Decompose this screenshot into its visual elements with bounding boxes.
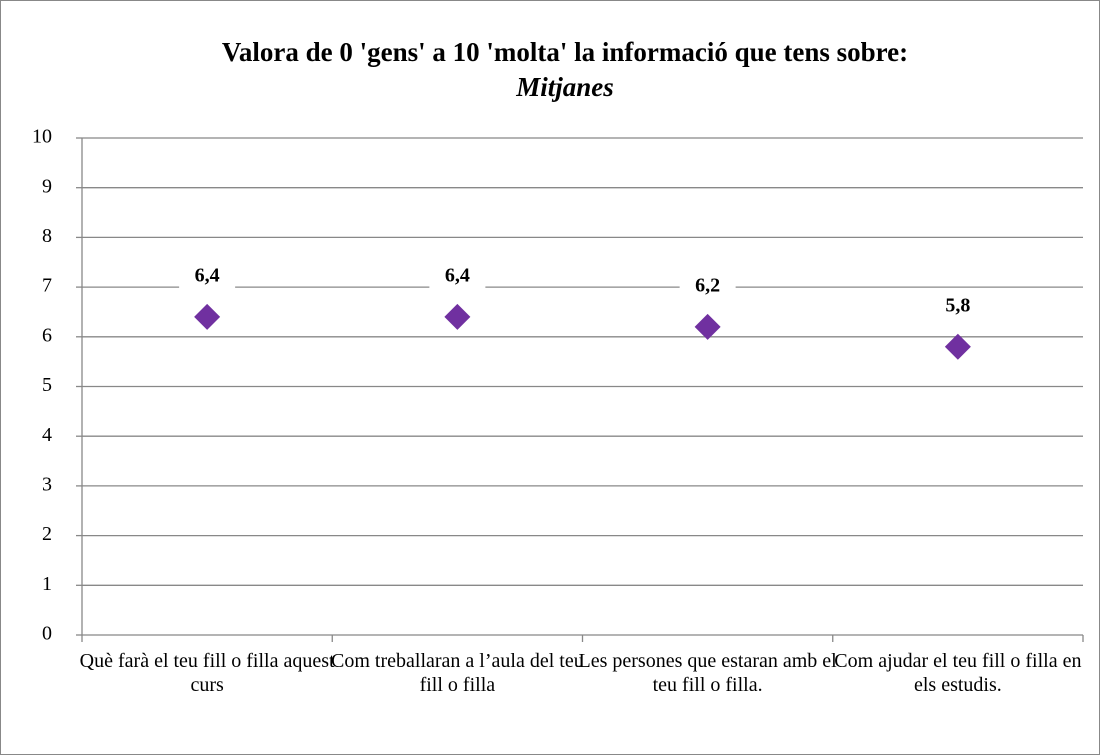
data-label: 6,4 <box>445 265 470 287</box>
marker <box>444 303 471 330</box>
data-label: 6,2 <box>695 274 720 296</box>
marker <box>944 333 971 360</box>
x-tick-label: Com treballaran a l’aula del teu fill o … <box>331 650 584 696</box>
data-label-bg <box>429 260 486 293</box>
data-label-bg <box>679 270 736 303</box>
x-tick-label: Les persones que estaran amb el teu fill… <box>578 650 837 696</box>
y-tick-label: 8 <box>42 225 52 247</box>
data-label-bg <box>179 260 236 293</box>
y-tick-label: 3 <box>42 473 52 495</box>
y-tick-label: 0 <box>42 623 52 645</box>
marker <box>194 303 221 330</box>
y-tick-label: 10 <box>32 126 52 148</box>
data-label-bg <box>929 290 986 323</box>
y-tick-label: 4 <box>42 424 52 446</box>
data-label: 5,8 <box>945 294 970 316</box>
y-tick-label: 6 <box>42 324 52 346</box>
marker <box>694 313 721 340</box>
chart-title: Valora de 0 'gens' a 10 'molta' la infor… <box>222 37 908 67</box>
chart-subtitle: Mitjanes <box>515 72 614 102</box>
y-tick-label: 1 <box>42 573 52 595</box>
x-tick-label: Com ajudar el teu fill o filla en els es… <box>834 650 1082 696</box>
data-label: 6,4 <box>195 265 220 287</box>
y-tick-label: 7 <box>42 275 52 297</box>
y-tick-label: 2 <box>42 523 52 545</box>
y-tick-label: 5 <box>42 374 52 396</box>
y-tick-label: 9 <box>42 175 52 197</box>
x-tick-label: Què farà el teu fill o filla aquest curs <box>79 650 335 696</box>
